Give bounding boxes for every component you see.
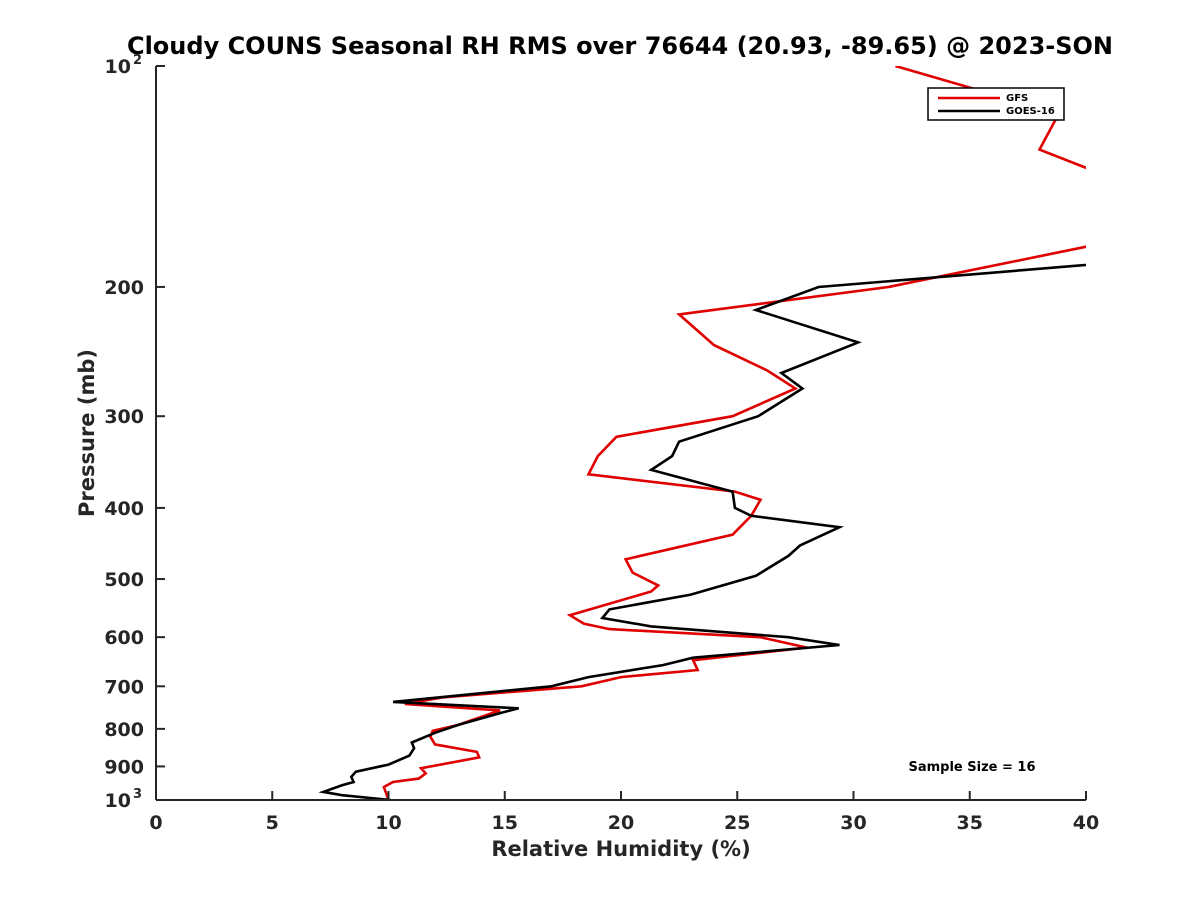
legend-label-goes-16: GOES-16 xyxy=(1006,106,1055,117)
y-tick-label: 800 xyxy=(104,719,144,741)
x-tick-label: 10 xyxy=(375,812,401,834)
y-tick-exponent: 3 xyxy=(133,787,142,802)
x-tick-label: 20 xyxy=(608,812,634,834)
x-tick-label: 30 xyxy=(840,812,866,834)
y-tick-label: 500 xyxy=(104,569,144,591)
series-line-gfs xyxy=(382,66,1086,800)
x-tick-label: 0 xyxy=(149,812,162,834)
axes-layer xyxy=(155,66,1086,801)
y-tick-label: 10 xyxy=(105,56,131,78)
legend-box xyxy=(927,87,1065,121)
sample-size-annotation: Sample Size = 16 xyxy=(908,760,1035,775)
series-line-goes-16 xyxy=(318,263,1086,800)
y-axis-label: Pressure (mb) xyxy=(75,349,99,517)
legend: GFS GOES-16 xyxy=(927,87,1065,121)
y-tick-label: 400 xyxy=(104,498,144,520)
y-tick-label: 10 xyxy=(105,790,131,812)
legend-label-gfs: GFS xyxy=(1006,93,1028,104)
y-tick-label: 300 xyxy=(104,406,144,428)
y-tick-label: 700 xyxy=(104,676,144,698)
y-tick-label: 200 xyxy=(104,277,144,299)
chart-title: Cloudy COUNS Seasonal RH RMS over 76644 … xyxy=(127,32,1113,60)
y-tick-label: 900 xyxy=(104,756,144,778)
x-axis-label: Relative Humidity (%) xyxy=(491,837,750,861)
x-tick-label: 35 xyxy=(957,812,983,834)
y-tick-label: 600 xyxy=(104,627,144,649)
x-tick-label: 25 xyxy=(724,812,750,834)
x-tick-label: 15 xyxy=(492,812,518,834)
x-axis-ticks: 0 5 10 15 20 25 30 35 40 xyxy=(149,791,1099,834)
y-tick-exponent: 2 xyxy=(133,53,142,68)
series-layer xyxy=(318,66,1086,800)
x-tick-label: 5 xyxy=(266,812,279,834)
x-tick-label: 40 xyxy=(1073,812,1099,834)
